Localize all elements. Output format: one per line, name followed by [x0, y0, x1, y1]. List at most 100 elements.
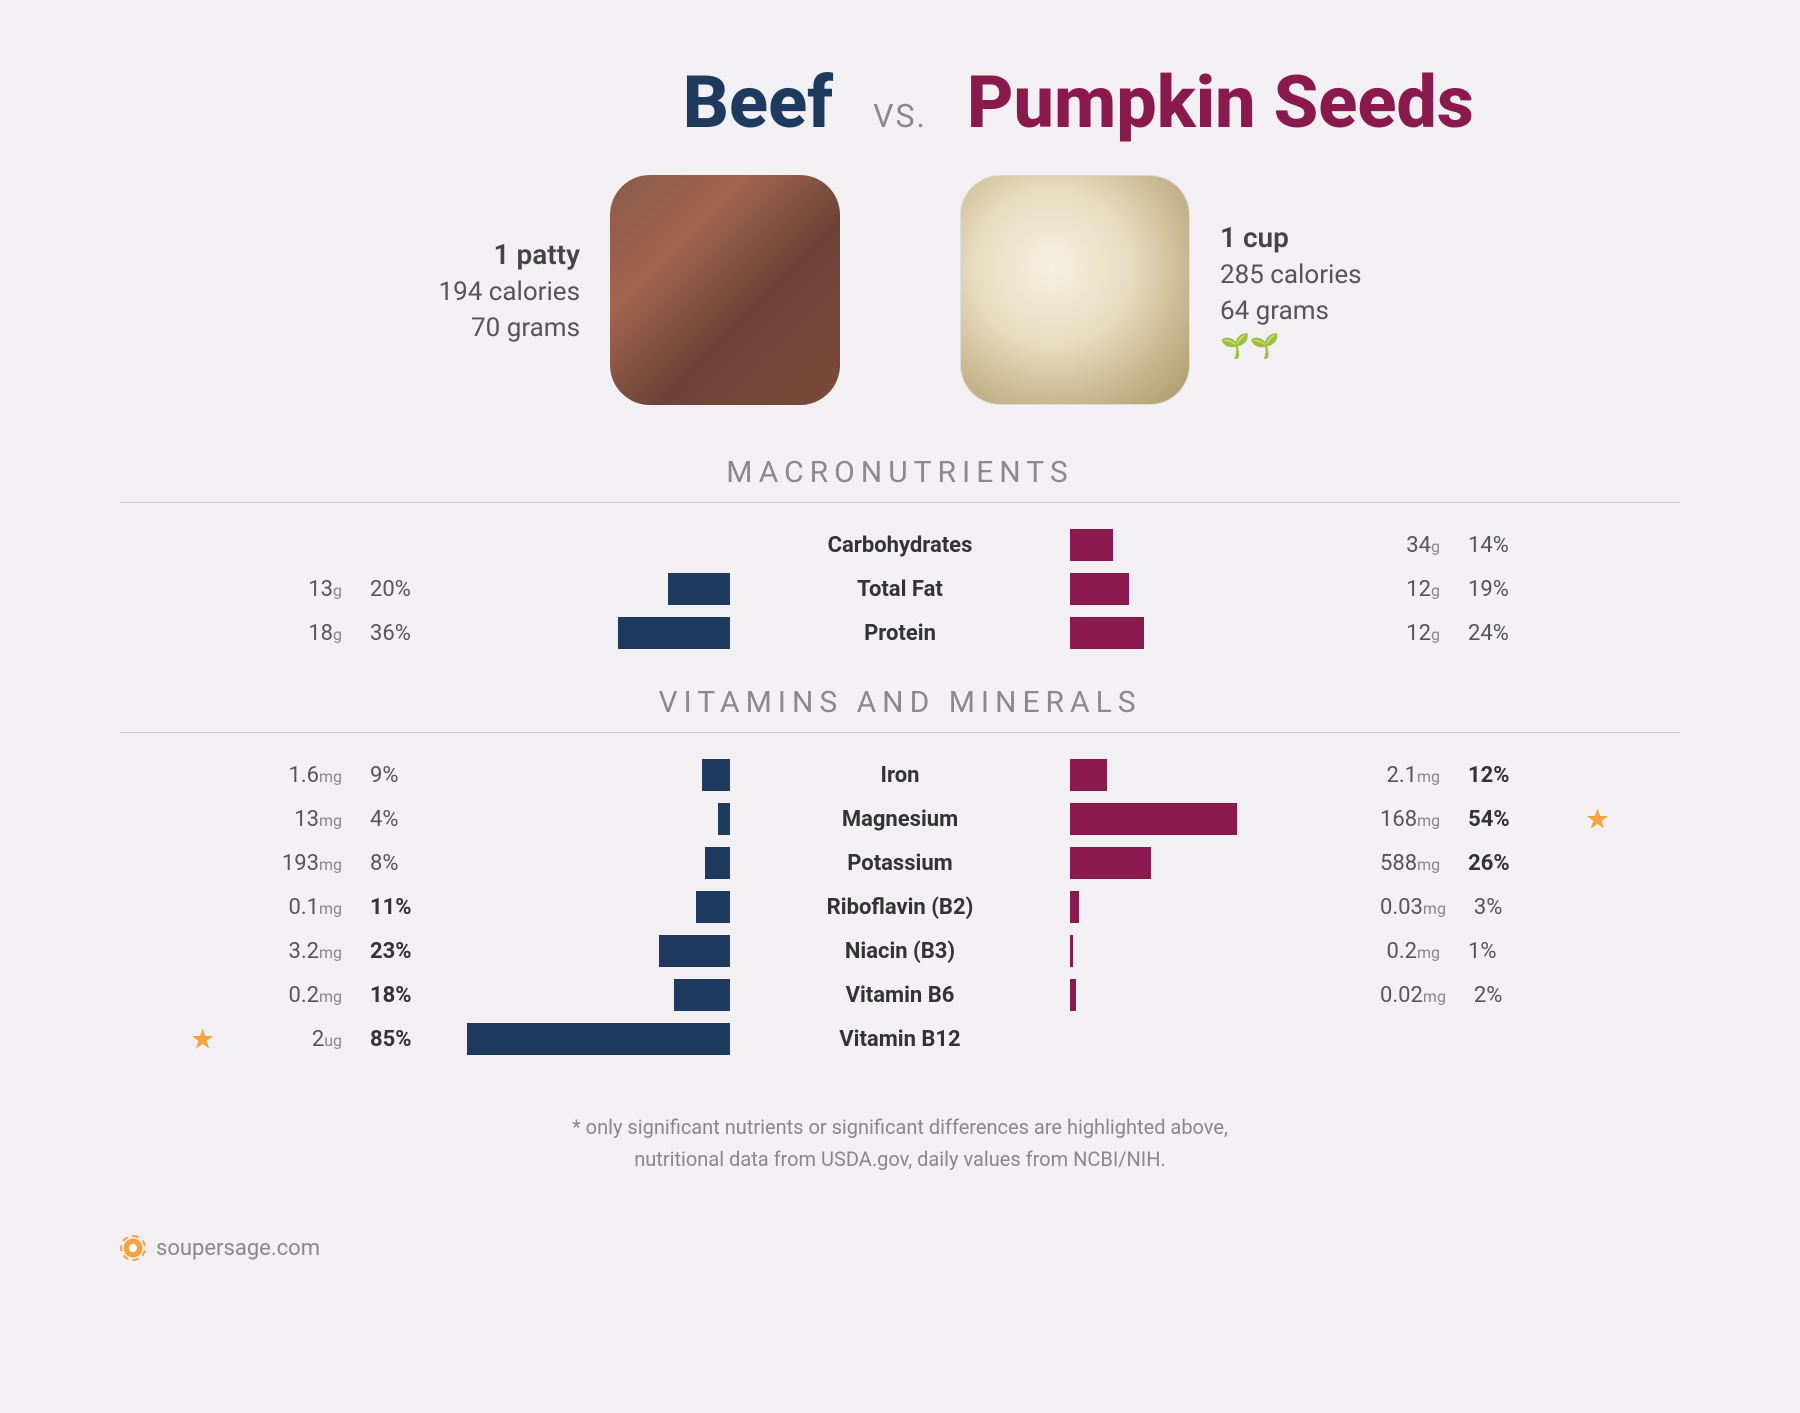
- bar-cell-right: [1060, 573, 1380, 605]
- star-icon: ★: [1585, 803, 1610, 836]
- bar-cell-right: [1060, 891, 1380, 923]
- nutrient-label: Total Fat: [740, 577, 1060, 602]
- bar-cell-left: [420, 529, 740, 561]
- value-left: 0.2mg18%: [240, 983, 420, 1008]
- section-title-vitamins: VITAMINS AND MINERALS: [120, 685, 1680, 720]
- bar-left: [705, 847, 730, 879]
- food-image-beef: [610, 175, 840, 405]
- vs-label: VS.: [873, 97, 927, 135]
- bar-right: [1070, 617, 1144, 649]
- section-title-macros: MACRONUTRIENTS: [120, 455, 1680, 490]
- calories-right: 285 calories: [1220, 260, 1362, 290]
- food-image-seeds: [960, 175, 1190, 405]
- nutrient-label: Protein: [740, 621, 1060, 646]
- brand-footer: soupersage.com: [120, 1235, 1680, 1261]
- grams-right: 64 grams: [1220, 296, 1329, 326]
- bar-right: [1070, 847, 1151, 879]
- bar-cell-right: [1060, 847, 1380, 879]
- nutrient-row: 1.6mg9%Iron2.1mg12%: [240, 753, 1560, 797]
- amount-left: 13g: [282, 577, 342, 602]
- amount-left: 18g: [282, 621, 342, 646]
- section-divider: [120, 732, 1680, 733]
- amount-left: 3.2mg: [282, 939, 342, 964]
- nutrient-row: Carbohydrates34g14%: [240, 523, 1560, 567]
- percent-right: 54%: [1468, 807, 1518, 832]
- brand-text: soupersage.com: [156, 1236, 320, 1261]
- bar-right: [1070, 891, 1079, 923]
- nutrient-label: Vitamin B6: [740, 983, 1060, 1008]
- bar-cell-left: [420, 979, 740, 1011]
- calories-left: 194 calories: [438, 277, 580, 307]
- value-left: 3.2mg 23%: [240, 939, 420, 964]
- amount-left: 2ug: [282, 1027, 342, 1052]
- amount-left: 193mg: [282, 851, 342, 876]
- amount-left: 1.6mg: [282, 763, 342, 788]
- grams-left: 70 grams: [471, 313, 580, 343]
- bar-cell-left: [420, 803, 740, 835]
- percent-right: 1%: [1468, 939, 1518, 964]
- serving-left: 1 patty: [494, 238, 580, 271]
- title-right: Pumpkin Seeds: [967, 60, 1680, 145]
- percent-left: 85%: [370, 1027, 420, 1052]
- macros-table: Carbohydrates34g14% 13g 20% Total Fat 12g 19%…: [120, 523, 1680, 655]
- footnote: * only significant nutrients or signific…: [120, 1111, 1680, 1175]
- food-row: 1 patty 194 calories 70 grams 1 cup 285 …: [120, 175, 1680, 405]
- nutrient-row: 13g 20% Total Fat 12g 19%: [240, 567, 1560, 611]
- bar-cell-left: [420, 573, 740, 605]
- nutrient-row: 193mg 8% Potassium 588mg26%: [240, 841, 1560, 885]
- bar-cell-left: [420, 1023, 740, 1055]
- percent-left: 23%: [370, 939, 420, 964]
- bar-right: [1070, 529, 1113, 561]
- bar-left: [618, 617, 730, 649]
- plant-icon: 🌱🌱: [1220, 332, 1280, 360]
- bar-left: [674, 979, 730, 1011]
- nutrient-label: Magnesium: [740, 807, 1060, 832]
- value-right: 12g 19%: [1380, 577, 1560, 602]
- percent-right: 26%: [1468, 851, 1518, 876]
- nutrient-label: Potassium: [740, 851, 1060, 876]
- nutrient-label: Carbohydrates: [740, 533, 1060, 558]
- value-right: 12g24%: [1380, 621, 1560, 646]
- bar-right: [1070, 573, 1129, 605]
- nutrient-row: 18g36% Protein 12g24%: [240, 611, 1560, 655]
- percent-right: 12%: [1468, 763, 1518, 788]
- footnote-line1: * only significant nutrients or signific…: [120, 1111, 1680, 1143]
- food-block-left: 1 patty 194 calories 70 grams: [438, 175, 840, 405]
- bar-cell-right: [1060, 1023, 1380, 1055]
- value-right: 0.2mg1%: [1380, 939, 1560, 964]
- food-block-right: 1 cup 285 calories 64 grams 🌱🌱: [960, 175, 1362, 405]
- bar-left: [718, 803, 730, 835]
- percent-left: 9%: [370, 763, 420, 788]
- food-info-left: 1 patty 194 calories 70 grams: [438, 238, 580, 343]
- bar-left: [659, 935, 730, 967]
- percent-right: 19%: [1468, 577, 1518, 602]
- bar-cell-left: [420, 847, 740, 879]
- percent-left: 20%: [370, 577, 420, 602]
- bar-cell-right: [1060, 803, 1380, 835]
- amount-right: 0.02mg: [1380, 983, 1446, 1008]
- nutrient-label: Vitamin B12: [740, 1027, 1060, 1052]
- value-left: 18g36%: [240, 621, 420, 646]
- value-left: 13mg4%: [240, 807, 420, 832]
- nutrient-label: Riboflavin (B2): [740, 895, 1060, 920]
- vitamins-table: 1.6mg9%Iron2.1mg12%13mg4%Magnesium168mg5…: [120, 753, 1680, 1061]
- nutrient-row: 13mg4%Magnesium168mg54%★: [240, 797, 1560, 841]
- bar-right: [1070, 979, 1076, 1011]
- percent-right: 14%: [1468, 533, 1518, 558]
- value-right: 2.1mg12%: [1380, 763, 1560, 788]
- nutrient-label: Niacin (B3): [740, 939, 1060, 964]
- star-icon: ★: [190, 1023, 215, 1056]
- amount-right: 0.03mg: [1380, 895, 1446, 920]
- bar-right: [1070, 935, 1073, 967]
- nutrient-row: 0.1mg11%Riboflavin (B2)0.03mg3%: [240, 885, 1560, 929]
- amount-right: 12g: [1380, 577, 1440, 602]
- percent-left: 4%: [370, 807, 420, 832]
- percent-left: 8%: [370, 851, 420, 876]
- comparison-header: Beef VS. Pumpkin Seeds: [120, 60, 1680, 145]
- value-right: 588mg26%: [1380, 851, 1560, 876]
- nutrient-row: 0.2mg18% Vitamin B6 0.02mg2%: [240, 973, 1560, 1017]
- section-divider: [120, 502, 1680, 503]
- percent-right: 24%: [1468, 621, 1518, 646]
- value-left: 0.1mg11%: [240, 895, 420, 920]
- value-right: 0.02mg2%: [1380, 983, 1560, 1008]
